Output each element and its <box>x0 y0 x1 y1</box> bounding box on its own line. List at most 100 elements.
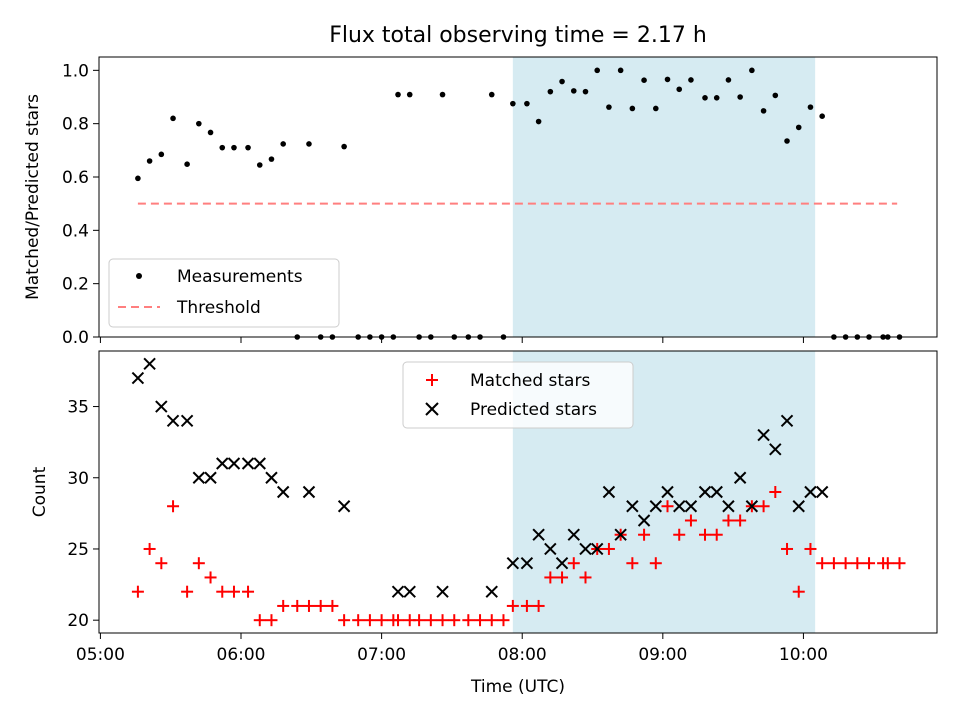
measurement-point <box>629 105 636 112</box>
predicted-star-point <box>276 485 290 499</box>
matched-star-point <box>827 557 840 570</box>
measurement-point <box>439 91 446 98</box>
ratio-y-tick-label: 0.2 <box>62 275 89 295</box>
matched-star-point <box>684 514 697 527</box>
predicted-star-point <box>265 471 278 484</box>
legend-measurements-label: Measurements <box>177 267 303 287</box>
measurement-point <box>594 67 601 74</box>
matched-star-point <box>602 542 615 555</box>
chart-title: Flux total observing time = 2.17 h <box>329 23 707 48</box>
predicted-star-point <box>227 457 241 470</box>
matched-star-point <box>661 500 674 513</box>
predicted-star-point <box>337 500 351 513</box>
measurement-point <box>713 95 720 101</box>
ratio-panel-frame <box>98 56 938 338</box>
matched-star-point <box>302 599 315 612</box>
matched-star-point <box>722 514 735 527</box>
matched-star-point <box>556 571 569 584</box>
ratio-y-tick-label: 0.8 <box>62 115 89 135</box>
matched-star-point <box>436 614 449 627</box>
predicted-star-point <box>506 557 520 570</box>
predicted-star-point <box>436 585 449 598</box>
measurement-point <box>256 162 263 168</box>
measurement-point <box>280 141 286 147</box>
x-tick-label: 10:00 <box>779 645 828 665</box>
matched-star-point <box>474 614 487 627</box>
predicted-star-point <box>155 400 168 413</box>
matched-star-point <box>413 614 426 627</box>
matched-star-point <box>567 557 580 570</box>
measurement-point <box>231 144 237 151</box>
measurement-point <box>795 124 802 131</box>
predicted-star-point <box>710 485 723 499</box>
matched-star-point <box>638 528 651 541</box>
matched-star-point <box>265 614 278 627</box>
count-y-tick-label: 20 <box>67 611 89 631</box>
predicted-star-point <box>684 500 698 513</box>
predicted-star-point <box>804 485 817 499</box>
predicted-star-point <box>302 485 316 499</box>
predicted-star-point <box>780 414 794 427</box>
matched-star-point <box>392 614 405 627</box>
matched-star-point <box>424 614 437 627</box>
ratio-y-tick-label: 0.6 <box>62 168 89 188</box>
matched-star-point <box>167 500 180 513</box>
measurement-point <box>702 95 708 101</box>
matched-star-point <box>155 557 168 570</box>
legend-predicted-marker <box>425 402 439 416</box>
count-y-tick-label: 30 <box>67 469 89 489</box>
x-tick-label: 05:00 <box>76 645 125 665</box>
predicted-star-point <box>485 585 498 598</box>
measurement-point <box>135 175 141 182</box>
legend-matched-marker <box>426 374 438 386</box>
measurement-point <box>570 88 577 94</box>
x-tick-label: 08:00 <box>498 645 547 665</box>
measurement-point <box>688 77 694 83</box>
count-y-axis-label: Count <box>30 466 50 517</box>
predicted-star-point <box>590 542 604 556</box>
matched-star-point <box>181 585 194 598</box>
measurement-point <box>819 113 825 119</box>
predicted-star-point <box>241 457 255 470</box>
matched-star-point <box>673 528 686 541</box>
predicted-star-point <box>143 357 156 371</box>
measurement-point <box>606 104 612 110</box>
measurement-point <box>488 91 495 98</box>
measurement-point <box>245 144 251 151</box>
predicted-star-point <box>192 471 206 484</box>
matched-star-point <box>338 614 351 627</box>
matched-star-point <box>851 557 864 570</box>
measurement-point <box>760 108 767 114</box>
matched-star-point <box>363 614 376 627</box>
measurement-point <box>641 77 647 83</box>
matched-star-point <box>314 599 327 612</box>
matched-star-point <box>520 599 533 612</box>
ratio-shaded-region <box>512 57 816 337</box>
matched-star-point <box>143 542 156 555</box>
predicted-star-point <box>661 485 674 499</box>
matched-star-point <box>863 557 876 570</box>
matched-star-point <box>326 599 339 612</box>
count-panel-frame <box>98 350 938 634</box>
measurement-point <box>184 161 190 167</box>
measurement-point <box>772 92 779 99</box>
legend-threshold-label: Threshold <box>176 298 261 318</box>
matched-star-point <box>816 557 829 570</box>
predicted-star-point <box>555 557 569 570</box>
matched-star-point <box>448 614 461 627</box>
measurement-point <box>341 143 347 150</box>
measurement-point <box>725 77 732 83</box>
x-tick-label: 09:00 <box>638 645 687 665</box>
predicted-star-point <box>567 528 580 541</box>
measurement-point <box>652 105 659 112</box>
measurement-point <box>737 94 743 100</box>
legend-predicted-label: Predicted stars <box>470 400 597 420</box>
measurement-point <box>406 91 413 98</box>
predicted-star-point <box>204 471 217 484</box>
measurement-point <box>510 100 516 107</box>
legend-matched-label: Matched stars <box>470 371 590 391</box>
measurement-point <box>559 78 565 85</box>
